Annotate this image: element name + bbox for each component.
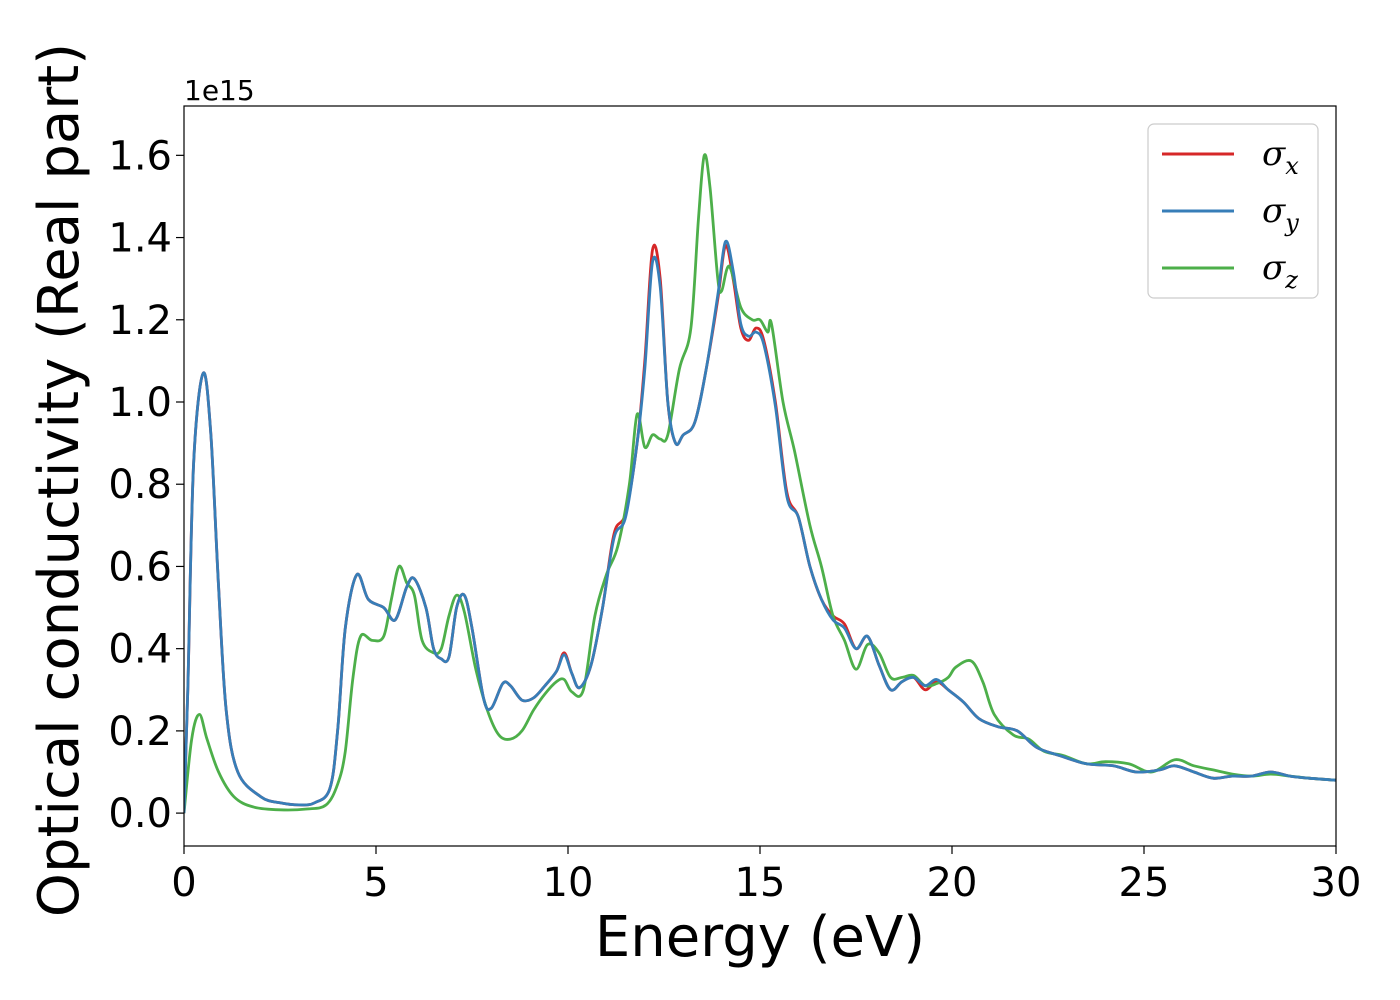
x-tick-label: 0 [171,860,196,906]
series-lines [184,153,1336,814]
y-tick-label: 0.2 [108,709,172,755]
series-line-sigma-x [184,243,1336,814]
x-tick-label: 15 [735,860,786,906]
y-tick-label: 0.4 [108,627,172,673]
y-tick-label: 1.4 [108,216,172,262]
y-tick-label: 0.8 [108,462,172,508]
series-line-sigma-y [184,239,1336,814]
y-axis-title: Optical conductivity (Real part) [27,43,92,917]
legend: σx σy σz [1147,123,1319,299]
x-axis-ticks: 0 5 10 15 20 25 30 [171,846,1361,906]
x-tick-label: 10 [543,860,594,906]
x-tick-label: 25 [1119,860,1170,906]
series-line-sigma-z [184,153,1336,814]
y-tick-label: 0.6 [108,544,172,590]
legend-label-sigma-y: σy [1262,191,1299,237]
legend-label-sigma-x: σx [1262,134,1299,180]
y-tick-label: 0.0 [108,791,172,837]
y-offset-label: 1e15 [184,74,255,107]
y-tick-label: 1.6 [108,133,172,179]
y-axis-ticks: 0.0 0.2 0.4 0.6 0.8 1.0 1.2 1.4 1.6 [108,133,184,837]
x-axis-title: Energy (eV) [595,905,925,970]
x-tick-label: 30 [1311,860,1362,906]
y-tick-label: 1.2 [108,298,172,344]
legend-label-sigma-z: σz [1262,248,1298,294]
x-tick-label: 5 [363,860,388,906]
x-tick-label: 20 [927,860,978,906]
y-tick-label: 1.0 [108,380,172,426]
